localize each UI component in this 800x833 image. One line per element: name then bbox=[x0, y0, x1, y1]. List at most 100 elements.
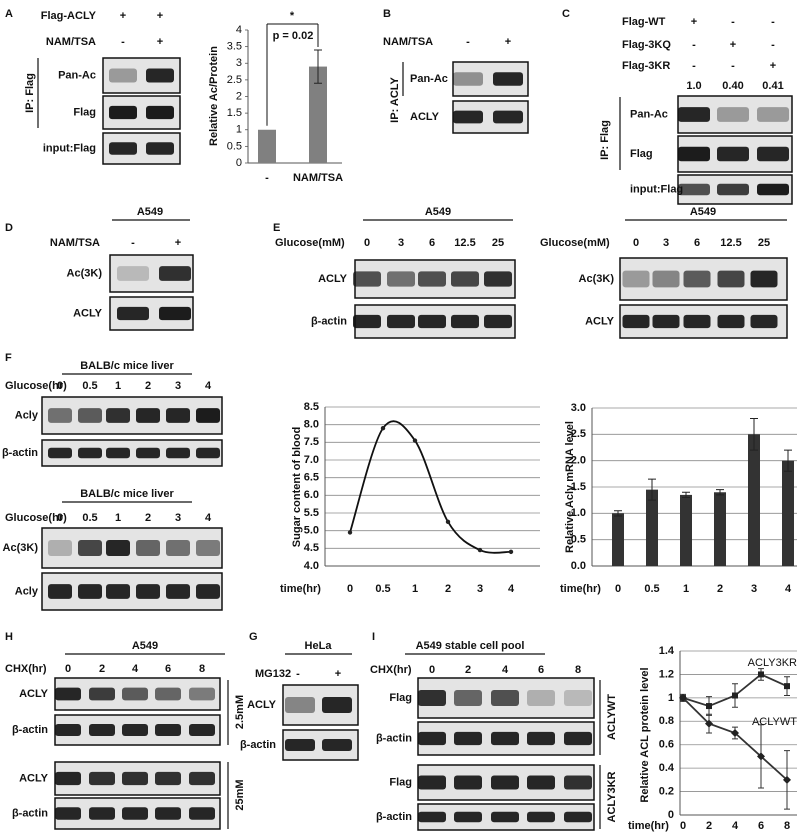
row-label: NAM/TSA bbox=[46, 36, 96, 48]
x-tick-label: 8 bbox=[784, 820, 790, 832]
blot-band bbox=[136, 408, 160, 423]
lane-label: 8 bbox=[199, 663, 205, 675]
lane-label: 4 bbox=[502, 664, 509, 676]
x-tick-label: 0 bbox=[680, 820, 686, 832]
blot-band bbox=[491, 731, 519, 746]
blot-label: ACLY bbox=[585, 315, 615, 327]
blot-band bbox=[491, 690, 519, 706]
treatment-mark: + bbox=[157, 36, 163, 48]
blot-band bbox=[622, 314, 650, 329]
ip-label: IP: ACLY bbox=[389, 77, 401, 123]
treatment-mark: - bbox=[121, 36, 125, 48]
lane-label: 8 bbox=[575, 664, 581, 676]
blot-band bbox=[166, 584, 190, 599]
y-tick-label: 6.0 bbox=[304, 489, 319, 501]
blot-band bbox=[527, 811, 555, 823]
blot-band bbox=[484, 314, 512, 329]
blot-label: Ac(3K) bbox=[3, 542, 39, 554]
panel-letter: C bbox=[562, 8, 570, 20]
error-bar bbox=[682, 491, 690, 499]
blot-band bbox=[122, 807, 148, 820]
x-axis-title: time(hr) bbox=[560, 583, 601, 595]
blot-band bbox=[136, 584, 160, 599]
blot-band bbox=[387, 314, 415, 329]
group-label: ACLY3KR bbox=[606, 771, 618, 822]
blot-band bbox=[89, 687, 115, 701]
blot-label: β-actin bbox=[376, 811, 412, 823]
row-label: CHX(hr) bbox=[370, 664, 412, 676]
y-tick-label: 3.0 bbox=[571, 402, 586, 414]
blot-band bbox=[136, 447, 160, 459]
blot-band bbox=[117, 266, 149, 281]
panel-letter: I bbox=[372, 631, 375, 643]
blot-band bbox=[55, 807, 81, 820]
header: A549 bbox=[425, 206, 451, 218]
bar bbox=[714, 492, 726, 566]
blot-band bbox=[757, 107, 789, 122]
blot-band bbox=[196, 540, 220, 556]
blot-band bbox=[166, 447, 190, 459]
blot-label: β-actin bbox=[2, 447, 38, 459]
significance-star: * bbox=[290, 10, 295, 22]
header: BALB/c mice liver bbox=[80, 488, 174, 500]
row-label: Flag-3KR bbox=[622, 60, 670, 72]
x-tick-label: 4 bbox=[785, 583, 792, 595]
blot-band bbox=[136, 540, 160, 556]
y-tick-label: 7.0 bbox=[304, 454, 319, 466]
x-tick-label: 2 bbox=[445, 583, 451, 595]
blot-band bbox=[757, 146, 789, 162]
x-tick-label: 0 bbox=[615, 583, 621, 595]
blot-band bbox=[109, 105, 137, 120]
treatment-mark: + bbox=[730, 39, 736, 51]
blot-band bbox=[622, 270, 650, 288]
y-tick-label: 0.5 bbox=[571, 534, 586, 546]
blot-label: Ac(3K) bbox=[67, 267, 103, 279]
marker bbox=[783, 775, 791, 784]
error-bar bbox=[750, 418, 758, 451]
blot-band bbox=[48, 540, 72, 556]
blot-band bbox=[159, 306, 191, 321]
blot-band bbox=[683, 314, 711, 329]
blot-band bbox=[564, 690, 592, 706]
y-tick-label: 0.2 bbox=[659, 785, 674, 797]
blot-label: Acly bbox=[15, 585, 39, 597]
y-tick-label: 1.4 bbox=[659, 645, 675, 657]
y-tick-label: 7.5 bbox=[304, 436, 319, 448]
y-tick-label: 1.2 bbox=[659, 668, 674, 680]
blot-band bbox=[454, 731, 482, 746]
lane-label: 25 bbox=[758, 237, 770, 249]
lane-label: 0 bbox=[633, 237, 639, 249]
blot-band bbox=[155, 807, 181, 820]
blot-frame bbox=[41, 439, 223, 467]
x-tick-label: - bbox=[265, 172, 269, 184]
blot-label: Pan-Ac bbox=[630, 108, 668, 120]
lane-label: 0 bbox=[57, 380, 63, 392]
treatment-mark: + bbox=[335, 668, 341, 680]
bar bbox=[258, 129, 276, 163]
blot-band bbox=[146, 105, 174, 120]
marker bbox=[706, 703, 712, 710]
blot-band bbox=[196, 408, 220, 423]
lane-label: 0 bbox=[364, 237, 370, 249]
blot-label: Pan-Ac bbox=[410, 73, 448, 85]
y-tick-label: 6.5 bbox=[304, 472, 319, 484]
blot-label: ACLY bbox=[73, 307, 103, 319]
row-label: Flag-3KQ bbox=[622, 39, 671, 51]
header: HeLa bbox=[305, 640, 333, 652]
lane-label: 12.5 bbox=[720, 237, 741, 249]
blot-band bbox=[322, 739, 352, 751]
blot-band bbox=[678, 146, 710, 162]
blot-band bbox=[122, 687, 148, 701]
lane-label: 2 bbox=[145, 512, 151, 524]
lane-label: 1 bbox=[115, 512, 121, 524]
marker bbox=[508, 549, 514, 555]
treatment-mark: - bbox=[731, 16, 735, 28]
x-tick-label: 6 bbox=[758, 820, 764, 832]
quantification: 0.41 bbox=[762, 80, 783, 92]
header: A549 bbox=[137, 206, 163, 218]
blot-band bbox=[322, 697, 352, 713]
blot-band bbox=[166, 540, 190, 556]
blot-label: β-actin bbox=[240, 739, 276, 751]
blot-band bbox=[717, 183, 749, 196]
y-axis-title: Relative ACL protein level bbox=[639, 667, 651, 802]
